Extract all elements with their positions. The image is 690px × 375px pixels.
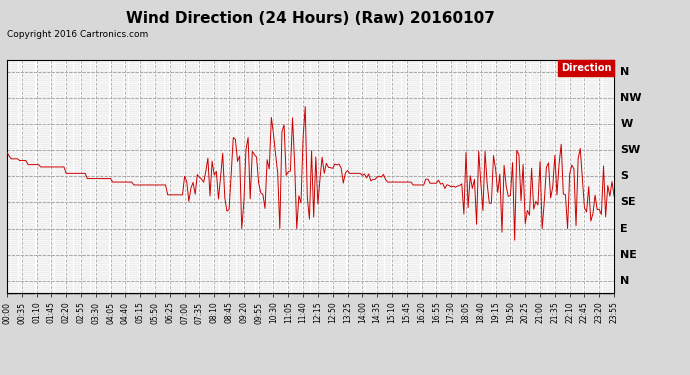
Text: W: W: [620, 119, 633, 129]
Text: NW: NW: [620, 93, 642, 103]
Text: Direction: Direction: [561, 63, 611, 73]
Text: N: N: [620, 67, 629, 76]
Text: N: N: [620, 276, 629, 286]
Text: SE: SE: [620, 197, 635, 207]
Text: Wind Direction (24 Hours) (Raw) 20160107: Wind Direction (24 Hours) (Raw) 20160107: [126, 11, 495, 26]
Text: SW: SW: [620, 145, 640, 155]
Text: S: S: [620, 171, 628, 181]
Text: E: E: [620, 224, 628, 234]
Text: Copyright 2016 Cartronics.com: Copyright 2016 Cartronics.com: [7, 30, 148, 39]
Text: NE: NE: [620, 250, 637, 260]
